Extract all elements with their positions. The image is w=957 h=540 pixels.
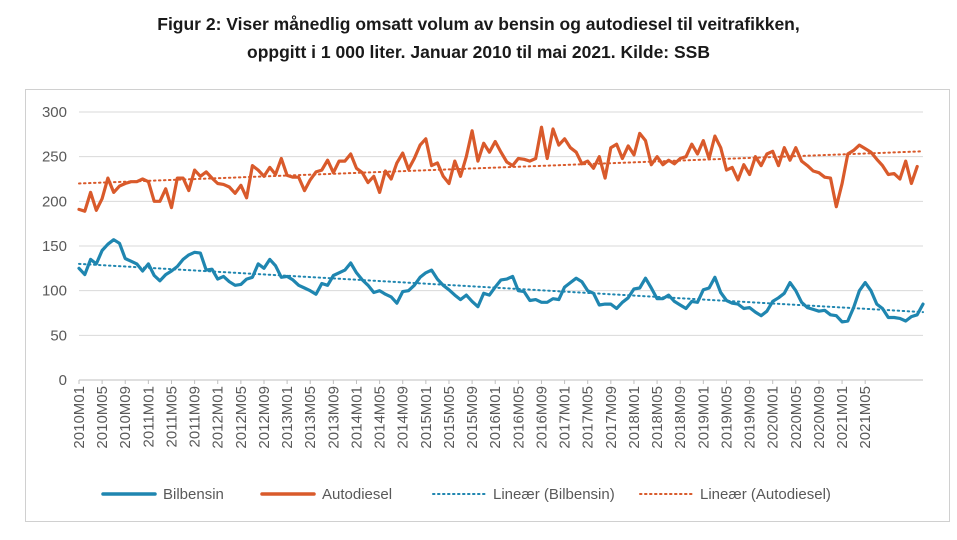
y-tick-label: 50 [50,327,67,344]
x-tick-label: 2017M01 [557,386,574,449]
y-tick-label: 0 [59,372,67,389]
y-tick-label: 300 [42,104,67,121]
legend-label: Autodiesel [322,486,392,503]
x-tick-label: 2012M09 [256,386,273,449]
chart-title: Figur 2: Viser månedlig omsatt volum av … [0,10,957,66]
y-tick-label: 250 [42,149,67,166]
x-tick-label: 2014M01 [348,386,365,449]
x-tick-label: 2016M05 [510,386,527,449]
x-tick-label: 2012M01 [210,386,227,449]
legend-label: Lineær (Bilbensin) [493,486,615,503]
x-tick-label: 2019M05 [718,386,735,449]
x-tick-label: 2011M05 [163,386,180,447]
x-tick-label: 2010M05 [94,386,111,449]
x-tick-label: 2018M01 [626,386,643,449]
x-tick-label: 2015M01 [418,386,435,449]
x-tick-label: 2019M09 [742,386,759,449]
x-tick-label: 2016M01 [487,386,504,449]
y-tick-label: 150 [42,238,67,255]
x-tick-label: 2020M05 [788,386,805,449]
x-tick-label: 2016M09 [533,386,550,449]
legend-label: Lineær (Autodiesel) [700,486,831,503]
x-tick-label: 2020M09 [811,386,828,449]
x-tick-label: 2018M05 [649,386,666,449]
x-tick-label: 2019M01 [695,386,712,449]
series-line-bilbensin [77,238,925,324]
legend-label: Bilbensin [163,486,224,503]
x-tick-label: 2011M09 [187,386,204,447]
x-tick-label: 2013M05 [302,386,319,449]
x-tick-label: 2017M05 [580,386,597,449]
chart-title-line-2: oppgitt i 1 000 liter. Januar 2010 til m… [247,42,710,62]
y-tick-label: 100 [42,283,67,300]
chart-title-line-1: Figur 2: Viser månedlig omsatt volum av … [157,14,800,34]
x-tick-label: 2013M09 [325,386,342,449]
x-tick-label: 2014M09 [395,386,412,449]
x-tick-label: 2011M01 [140,386,157,447]
x-tick-label: 2010M01 [71,386,88,449]
x-tick-label: 2012M05 [233,386,250,449]
x-tick-label: 2013M01 [279,386,296,449]
x-tick-label: 2021M01 [834,386,851,449]
x-tick-label: 2015M09 [464,386,481,449]
x-tick-label: 2018M09 [672,386,689,449]
trendline-bilbensin [78,262,924,314]
chart-frame [25,89,950,522]
x-tick-label: 2014M05 [372,386,389,449]
trendline-autodiesel [78,150,924,185]
x-tick-label: 2021M05 [857,386,874,449]
x-tick-label: 2020M01 [765,386,782,449]
y-tick-label: 200 [42,193,67,210]
x-tick-label: 2017M09 [603,386,620,449]
x-tick-label: 2015M05 [441,386,458,449]
x-tick-label: 2010M09 [117,386,134,449]
series-line-autodiesel [77,125,919,213]
